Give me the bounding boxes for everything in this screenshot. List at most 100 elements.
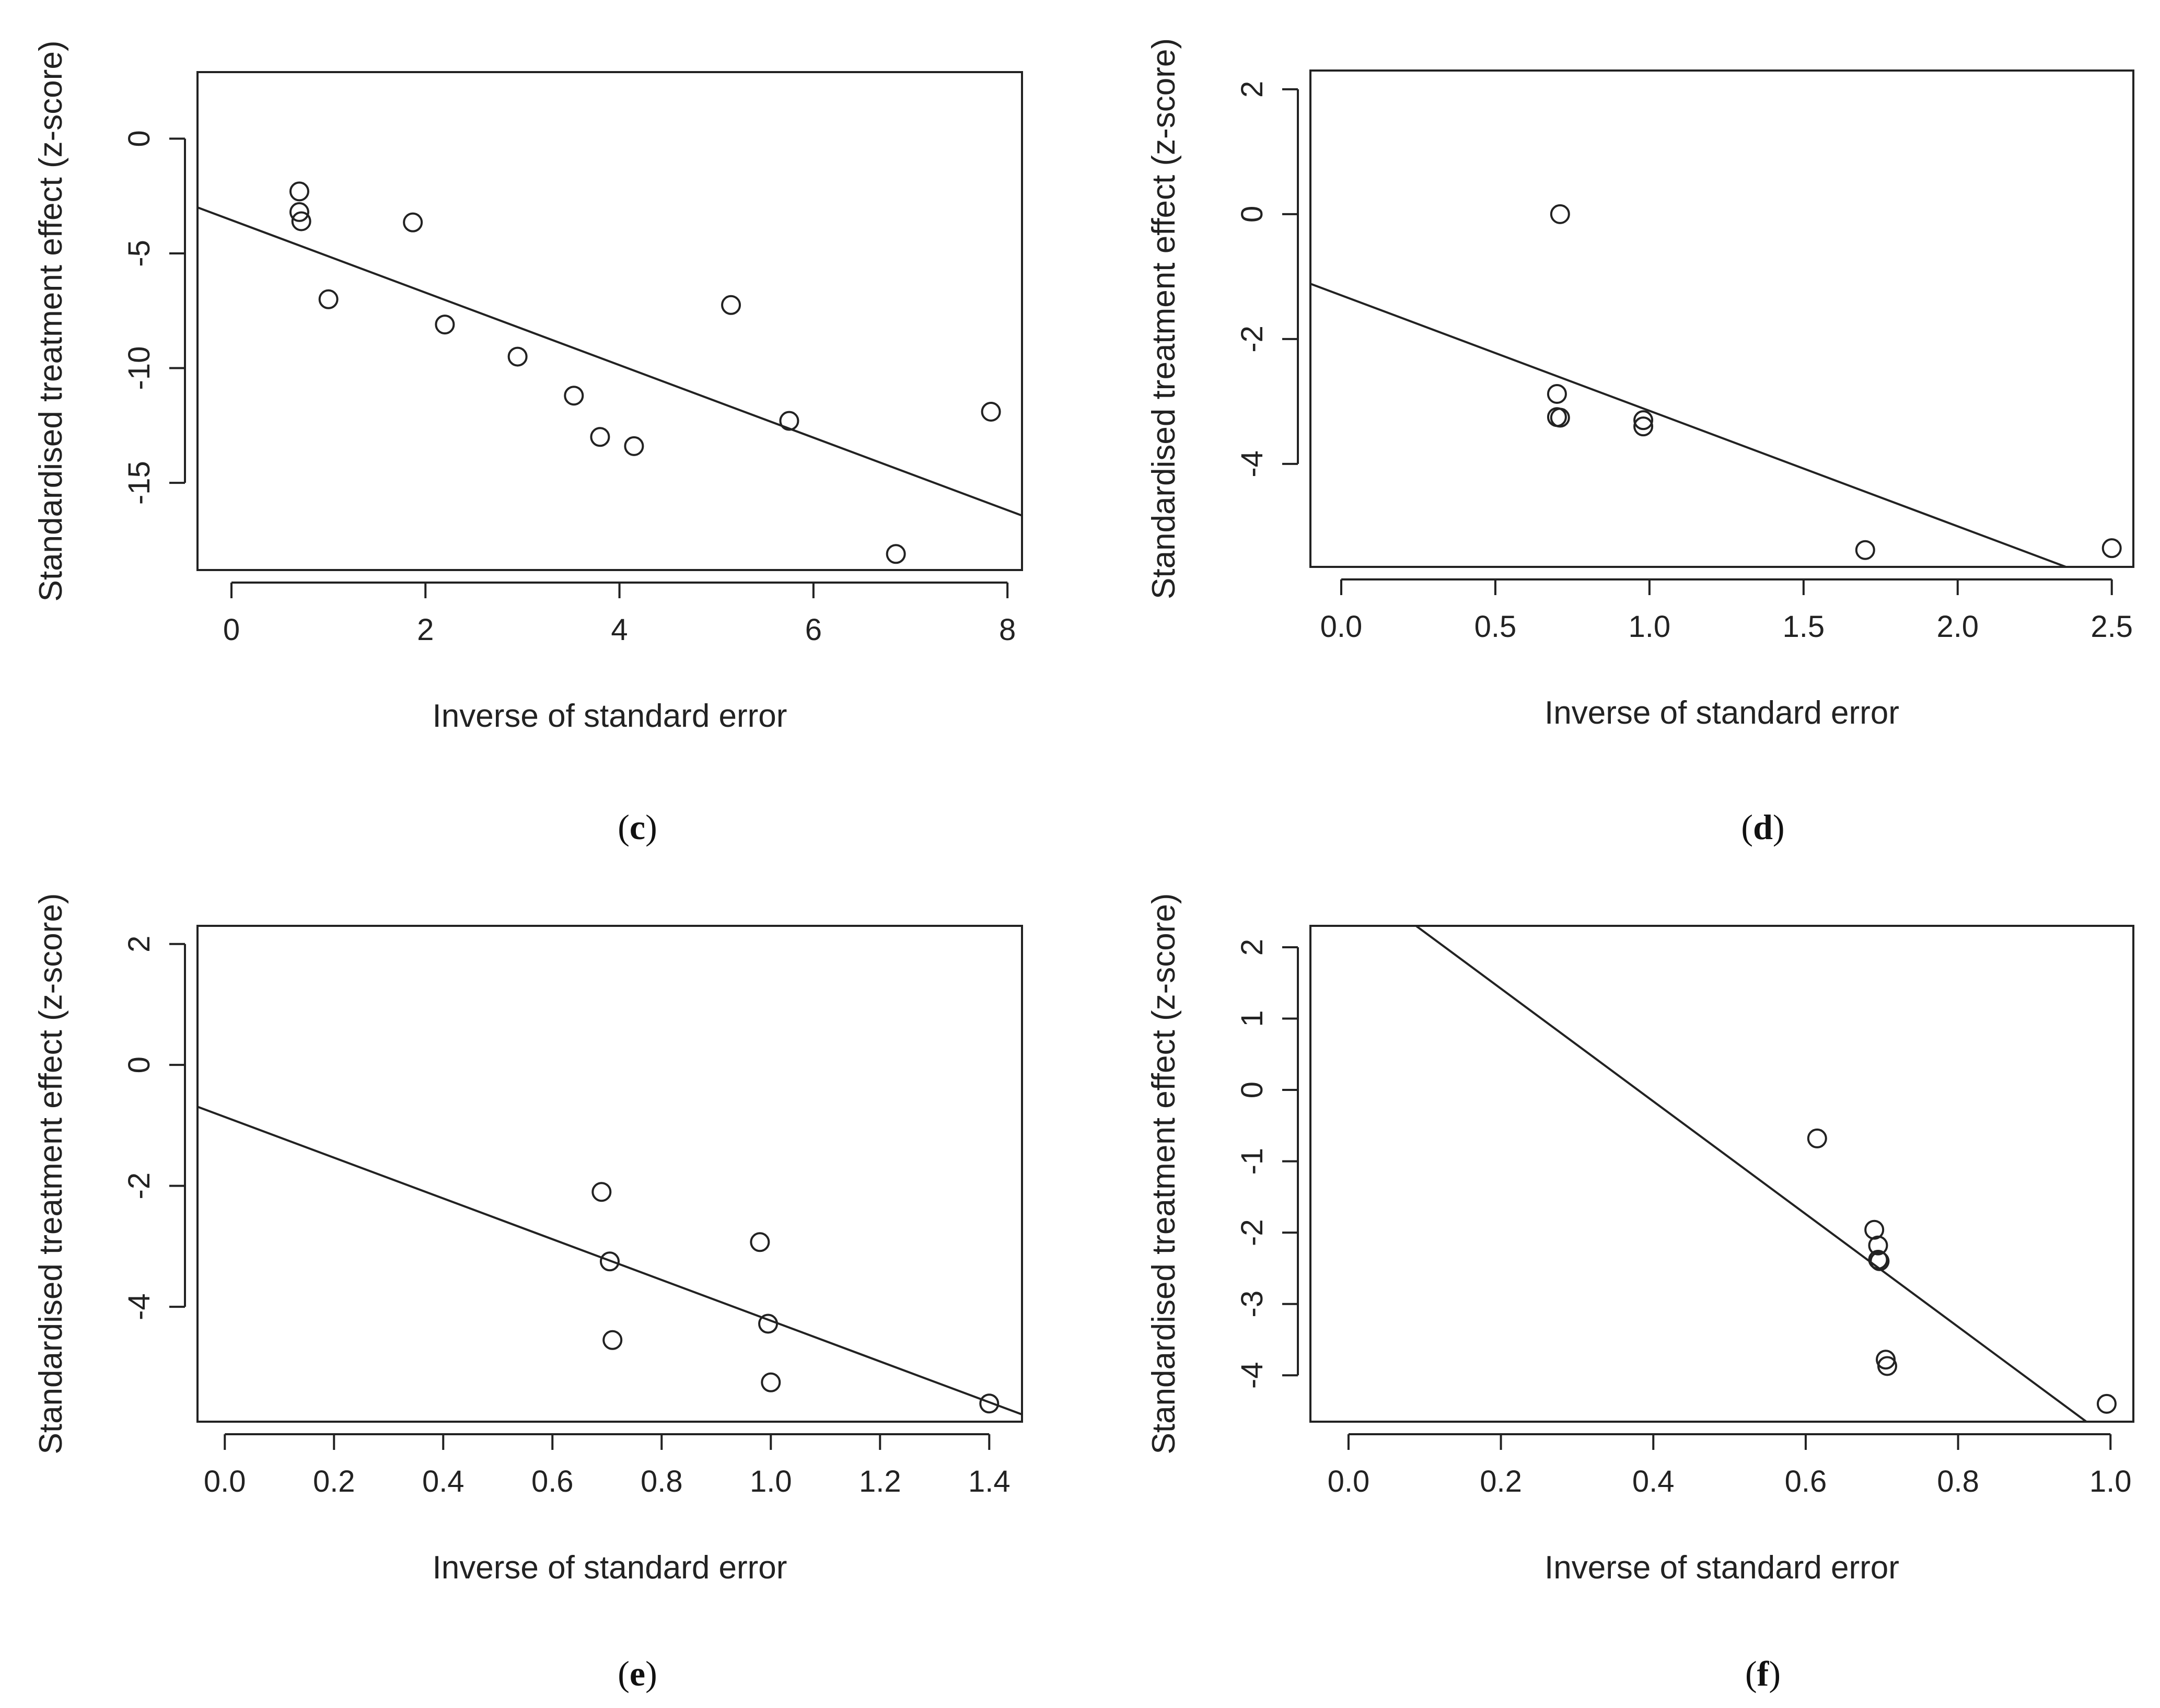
chart-panel-f: 0.0 0.2 0.4 0.6 0.8 1.0 2 1 0 -1 -2 -3 -4 Inverse of … <box>1146 893 2134 1693</box>
data-point <box>1807 1128 1827 1148</box>
caption-paren-close: ) <box>1773 807 1785 847</box>
y-tick-label: -15 <box>122 461 156 505</box>
data-point <box>602 1330 623 1350</box>
data-point <box>2101 538 2122 559</box>
x-tick-label: 1.5 <box>1783 610 1825 644</box>
data-point <box>289 181 309 202</box>
data-point <box>564 386 584 406</box>
y-tick-label: -4 <box>1235 450 1269 478</box>
caption-paren-open: ( <box>1741 807 1753 847</box>
regression-line <box>198 1106 1022 1416</box>
data-point <box>1633 410 1654 431</box>
panel-caption: (c) <box>618 807 657 847</box>
x-axis-title: Inverse of standard error <box>433 698 787 734</box>
x-tick-label: 0.0 <box>1320 610 1363 644</box>
data-point <box>435 315 455 335</box>
data-point <box>886 544 906 564</box>
panel-caption: (e) <box>618 1654 657 1693</box>
x-tick-label: 0.6 <box>531 1465 574 1498</box>
data-point <box>1855 540 1875 560</box>
plot-frame <box>196 925 1023 1423</box>
data-point <box>1550 408 1570 428</box>
x-axis-title: Inverse of standard error <box>433 1550 787 1586</box>
data-point <box>761 1372 781 1392</box>
y-tick-label: -2 <box>1235 1219 1269 1246</box>
caption-paren-open: ( <box>618 807 630 847</box>
x-tick-label: 1.0 <box>750 1465 792 1498</box>
x-tick-label: 0.2 <box>313 1465 355 1498</box>
y-tick-label: 2 <box>1235 939 1269 956</box>
x-tick-label: 8 <box>999 613 1016 647</box>
x-tick-label: 0 <box>223 613 240 647</box>
x-axis-title: Inverse of standard error <box>1544 1550 1899 1586</box>
y-tick-label: -4 <box>1235 1362 1269 1389</box>
x-tick-label: 0.8 <box>1937 1465 1979 1498</box>
y-tick-label: 2 <box>122 936 156 952</box>
x-tick-label: 4 <box>611 613 628 647</box>
y-axis-title: Standardised treatment effect (z-score) <box>1146 38 1182 599</box>
x-tick-label: 0.8 <box>641 1465 683 1498</box>
regression-line <box>1414 926 2088 1422</box>
plot-frame <box>1309 925 2134 1423</box>
data-point <box>624 436 644 456</box>
y-tick-label: 1 <box>1235 1010 1269 1027</box>
x-tick-label: 1.0 <box>2089 1465 2132 1498</box>
y-tick-label: 0 <box>122 130 156 147</box>
y-tick-label: 0 <box>122 1056 156 1073</box>
data-point <box>2096 1393 2117 1414</box>
x-tick-label: 0.0 <box>204 1465 246 1498</box>
data-point <box>591 1182 612 1202</box>
y-tick-label: -3 <box>1235 1291 1269 1318</box>
data-point <box>979 1393 1000 1414</box>
y-tick-label: -1 <box>1235 1148 1269 1175</box>
data-point <box>1864 1219 1885 1240</box>
y-tick-label: 0 <box>1235 1082 1269 1098</box>
data-point <box>291 211 311 231</box>
data-point <box>1550 204 1570 224</box>
data-point <box>750 1232 770 1252</box>
plot-frame <box>196 71 1023 571</box>
data-point <box>1868 1250 1888 1270</box>
x-axis-title: Inverse of standard error <box>1544 695 1899 731</box>
y-tick-label: -10 <box>122 346 156 390</box>
data-point <box>1869 1251 1890 1271</box>
x-tick-label: 2.0 <box>1936 610 1979 644</box>
caption-paren-close: ) <box>1769 1654 1781 1693</box>
y-tick-label: -4 <box>122 1293 156 1320</box>
x-tick-label: 0.2 <box>1480 1465 1522 1498</box>
y-tick-label: -2 <box>1235 326 1269 353</box>
y-tick-label: -5 <box>122 240 156 267</box>
x-tick-label: 0.4 <box>422 1465 464 1498</box>
caption-letter: f <box>1757 1654 1770 1693</box>
chart-panel-d: 0.0 0.5 1.0 1.5 2.0 2.5 2 0 -2 -4 Inverse of stand… <box>1146 38 2134 847</box>
y-axis-title: Standardised treatment effect (z-score) <box>33 893 69 1454</box>
data-point <box>779 411 799 431</box>
x-tick-label: 1.4 <box>968 1465 1011 1498</box>
data-point <box>721 295 741 315</box>
data-point <box>318 289 339 309</box>
x-tick-label: 0.5 <box>1474 610 1517 644</box>
caption-paren-close: ) <box>645 807 657 847</box>
plot-frame <box>1309 69 2134 568</box>
data-point <box>1547 384 1567 404</box>
y-axis-title: Standardised treatment effect (z-score) <box>33 40 69 601</box>
data-point <box>1877 1356 1897 1376</box>
x-tick-label: 1.0 <box>1629 610 1671 644</box>
regression-line <box>1310 283 2069 567</box>
chart-panel-c: 0 2 4 6 8 0 -5 -10 -15 Inverse of standard error S… <box>33 40 1023 847</box>
caption-letter: d <box>1753 807 1773 847</box>
x-tick-label: 0.6 <box>1785 1465 1827 1498</box>
panel-caption: (d) <box>1741 807 1784 847</box>
y-tick-label: 2 <box>1235 81 1269 98</box>
x-tick-label: 0.4 <box>1632 1465 1675 1498</box>
caption-paren-open: ( <box>618 1654 630 1693</box>
data-point <box>981 401 1001 422</box>
data-point <box>600 1251 620 1272</box>
data-point <box>403 212 423 233</box>
caption-letter: e <box>630 1654 645 1693</box>
caption-letter: c <box>630 807 645 847</box>
data-point <box>507 346 528 367</box>
x-tick-label: 6 <box>805 613 822 647</box>
x-tick-label: 2 <box>417 613 434 647</box>
